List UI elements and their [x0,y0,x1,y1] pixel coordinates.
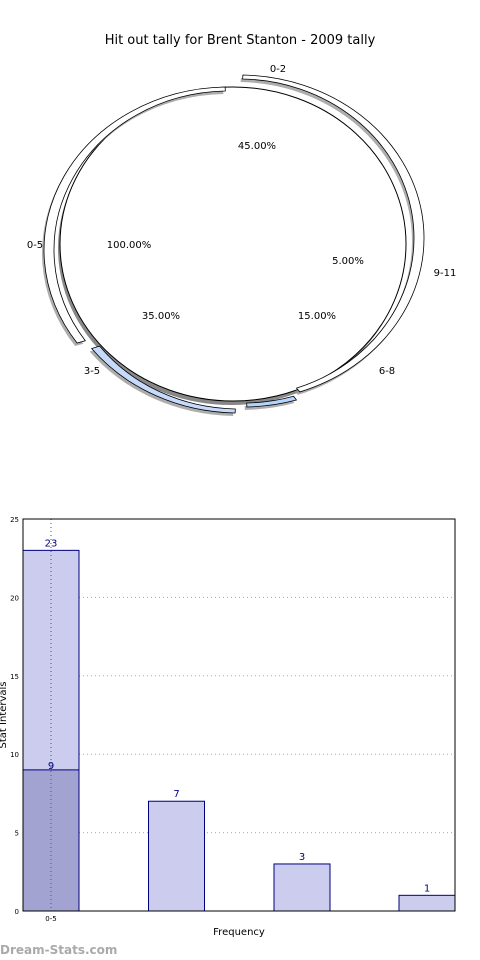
x-axis-label: Frequency [213,927,265,938]
pie-chart-title: Hit out tally for Brent Stanton - 2009 t… [105,33,376,48]
pie-slice-outer-3-5 [43,86,226,344]
pie-chart: 0-2 9-11 6-8 3-5 0-5 45.00% 5.00% 15.00% 35.00% 1… [27,64,457,416]
bar-value-label-3: 1 [424,883,430,894]
pie-slice-outer-0-2 [242,74,425,393]
pie-category-label-3-5: 3-5 [84,366,100,377]
pie-slice-outer-9-11 [246,395,298,408]
pie-category-label-9-11: 9-11 [434,268,457,279]
pie-slice-outer-6-8 [90,345,236,414]
pie-category-label-6-8: 6-8 [379,366,395,377]
pie-percent-label-0-2: 45.00% [238,141,276,152]
pie-slice-inner-0-5 [59,86,407,402]
x-tick-label-0-5: 0-5 [45,915,56,923]
pie-percent-label-6-8: 15.00% [298,311,336,322]
bar-overlay-value-label: 9 [48,761,54,772]
y-tick-label-10: 10 [10,751,19,759]
pie-percent-label-inner: 100.00% [107,240,152,251]
pie-category-label-0-2: 0-2 [270,64,286,75]
bar-3 [398,894,456,912]
y-tick-label-20: 20 [10,594,19,602]
plot-frame [22,518,456,912]
pie-category-label-inner-0-5: 0-5 [27,240,43,251]
bar-value-label-1: 7 [173,789,179,800]
y-tick-label-15: 15 [10,673,19,681]
pie-percent-label-3-5: 35.00% [142,311,180,322]
pie-percent-label-9-11: 5.00% [332,256,364,267]
y-tick-label-5: 5 [15,830,19,838]
bar-value-label-2: 3 [299,852,305,863]
watermark: Dream-Stats.com [0,943,117,957]
bar-1 [148,800,205,912]
y-axis-label: Stat Intervals [0,681,9,748]
bar-2 [273,863,331,912]
y-tick-label-0: 0 [15,908,19,916]
y-tick-label-25: 25 [10,516,19,524]
